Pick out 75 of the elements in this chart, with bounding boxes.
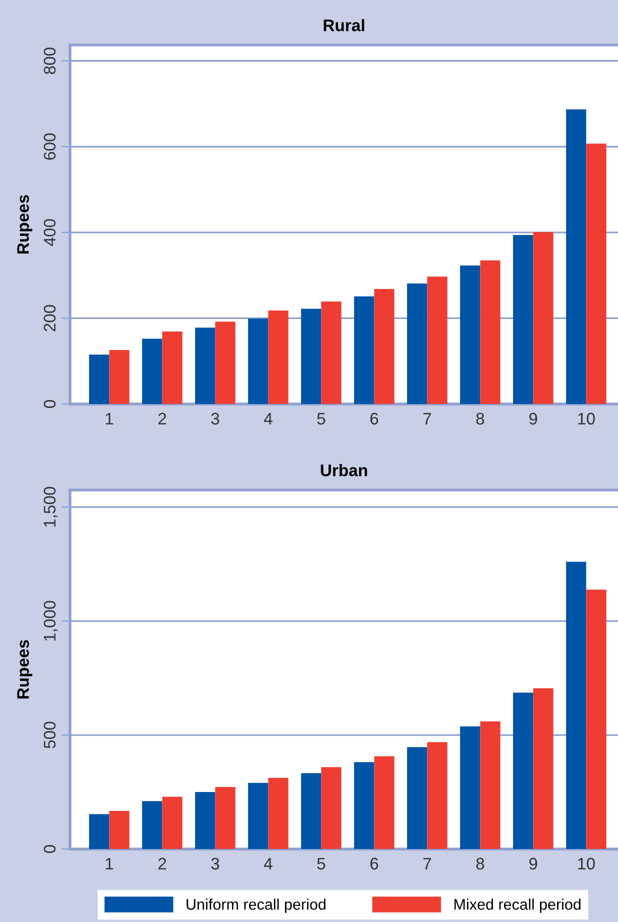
y-tick-label: 800 <box>44 48 56 74</box>
chart-title: Urban <box>320 464 368 476</box>
bar <box>195 328 216 404</box>
bar <box>195 792 216 849</box>
bar <box>301 773 322 849</box>
bar <box>407 747 428 849</box>
y-tick-label: 400 <box>44 219 56 246</box>
bar <box>354 762 374 849</box>
bar <box>162 332 182 404</box>
bar <box>301 308 322 404</box>
bar <box>374 289 394 404</box>
x-tick-label: 10 <box>578 858 595 870</box>
x-tick-label: 9 <box>529 412 538 425</box>
legend-label: Mixed recall period <box>454 898 580 913</box>
bar <box>407 283 428 404</box>
x-tick-label: 7 <box>423 412 432 424</box>
bar <box>142 338 162 404</box>
x-tick-label: 1 <box>106 858 114 870</box>
bar <box>427 276 448 404</box>
x-tick-label: 4 <box>264 412 272 424</box>
bar <box>480 721 500 849</box>
y-axis-title: Rupees <box>17 640 32 698</box>
x-tick-label: 6 <box>370 858 378 870</box>
bar <box>321 301 342 404</box>
y-tick-label: 600 <box>44 133 56 160</box>
bar <box>513 692 534 849</box>
x-tick-label: 2 <box>158 412 166 424</box>
bar <box>268 778 288 849</box>
y-tick-label: 200 <box>44 304 56 332</box>
x-tick-label: 2 <box>158 858 166 870</box>
bar <box>480 260 500 404</box>
bar <box>566 562 586 849</box>
x-tick-label: 3 <box>211 412 220 425</box>
bar <box>566 109 586 404</box>
bar <box>248 782 268 849</box>
bar <box>586 590 606 849</box>
x-tick-label: 6 <box>370 412 378 425</box>
y-tick-label: 1,000 <box>44 600 58 641</box>
y-axis-title: Rupees <box>17 195 32 254</box>
bar <box>460 726 480 849</box>
bar <box>248 318 268 404</box>
y-tick-label: 0 <box>44 845 56 853</box>
y-tick-label: 500 <box>44 722 56 748</box>
x-tick-label: 1 <box>106 412 114 424</box>
x-tick-label: 4 <box>264 858 272 870</box>
legend-label: Uniform recall period <box>186 898 326 913</box>
y-tick-label: 0 <box>44 400 56 408</box>
bar <box>109 350 130 404</box>
x-tick-label: 8 <box>476 858 484 870</box>
chart-title: Rural <box>324 19 364 32</box>
bar <box>533 688 554 849</box>
bar <box>142 801 162 849</box>
bar <box>215 787 236 849</box>
bar <box>427 742 448 849</box>
x-tick-label: 8 <box>476 412 484 425</box>
x-tick-label: 3 <box>211 858 220 870</box>
bar <box>374 756 394 849</box>
bar <box>533 232 554 404</box>
bar <box>89 354 110 404</box>
x-tick-label: 9 <box>529 858 538 870</box>
bar <box>460 265 480 404</box>
bar <box>215 322 236 404</box>
y-tick-label: 1,500 <box>44 486 58 527</box>
bar <box>89 814 110 849</box>
x-tick-label: 10 <box>578 412 595 425</box>
x-tick-label: 5 <box>317 858 326 870</box>
x-tick-label: 7 <box>423 858 432 870</box>
bar <box>162 796 182 849</box>
bar <box>268 310 288 404</box>
bar <box>513 235 534 404</box>
bar <box>586 144 606 404</box>
bar <box>109 810 130 849</box>
bar <box>321 767 342 849</box>
bar <box>354 296 374 404</box>
x-tick-label: 5 <box>317 412 326 425</box>
